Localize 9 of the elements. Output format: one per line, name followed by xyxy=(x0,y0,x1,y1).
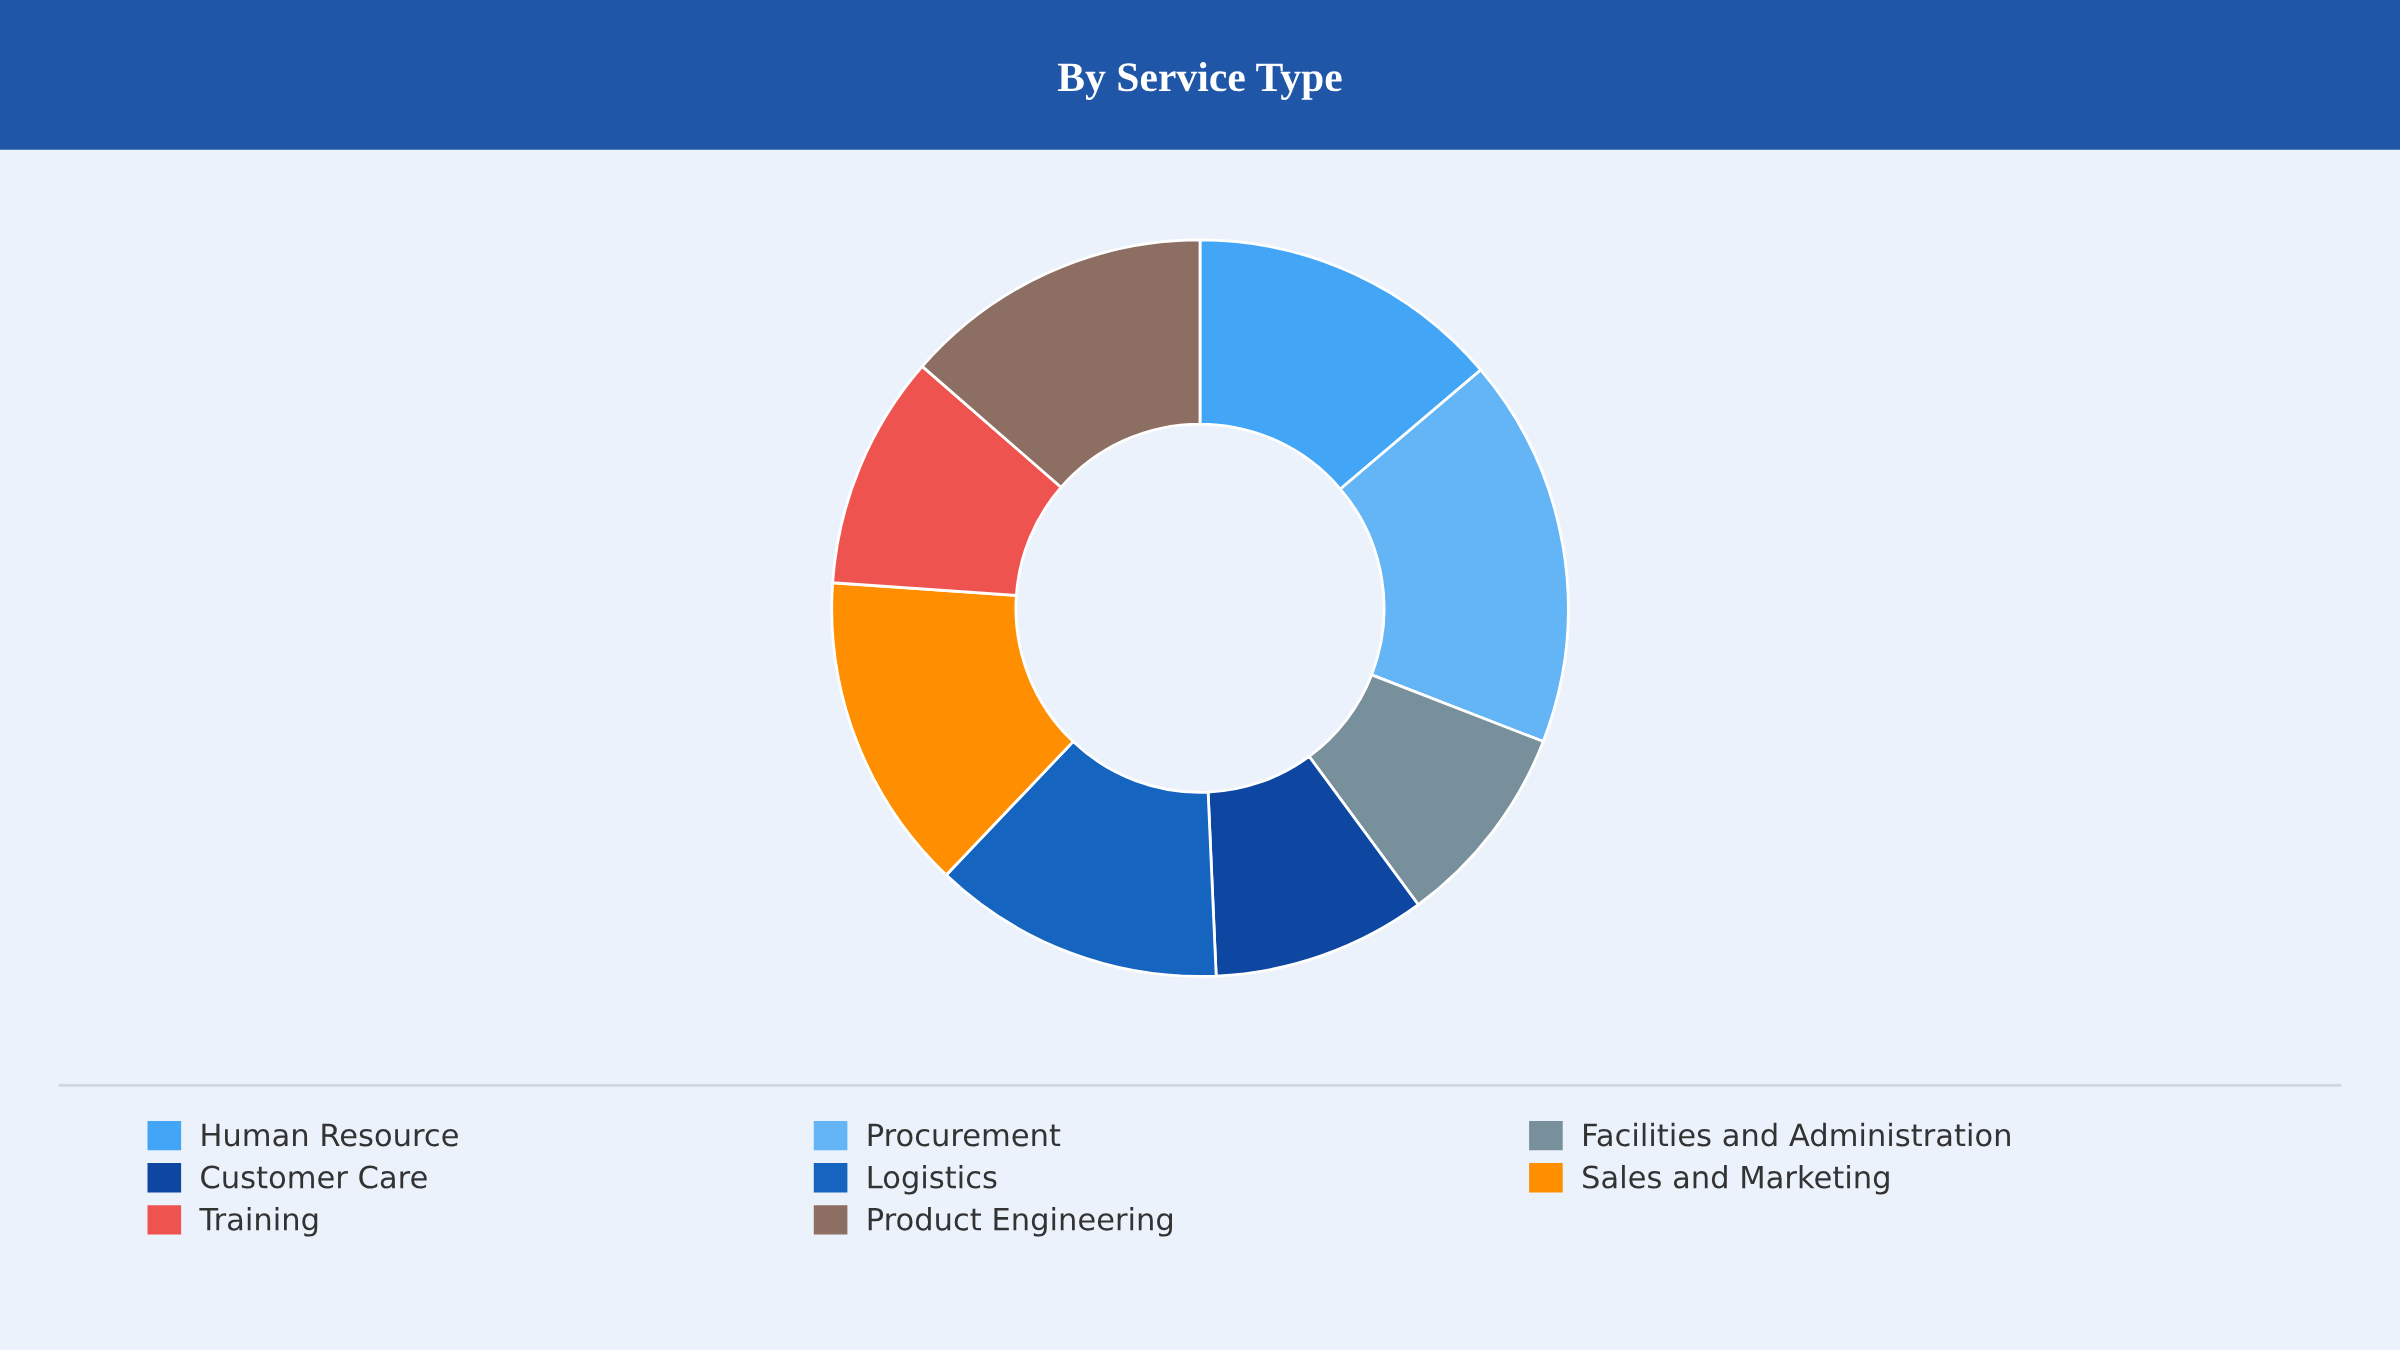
legend-label: Facilities and Administration xyxy=(1584,1122,2010,1147)
legend-label: Product Engineering xyxy=(868,1207,1172,1237)
legend-label: Training xyxy=(199,1207,318,1237)
legend-label: Human Resource xyxy=(202,1123,458,1147)
legend-label: Sales and Marketing xyxy=(1583,1164,1889,1195)
legend-label: Customer Care xyxy=(201,1165,427,1189)
chart-title: By Service Type xyxy=(1057,62,1342,100)
legend-label: Logistics xyxy=(868,1164,997,1195)
legend-label: Procurement xyxy=(868,1123,1061,1147)
